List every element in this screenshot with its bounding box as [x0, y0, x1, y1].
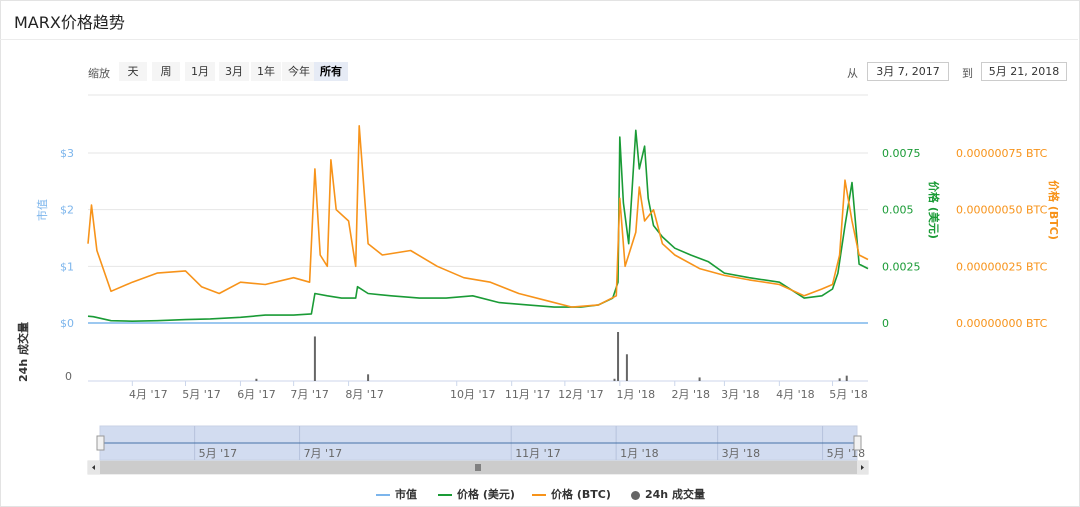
legend-label-market-cap: 市值	[395, 488, 417, 501]
y-tick-label-price-btc: 0.00000050 BTC	[956, 204, 1048, 217]
volume-bar	[838, 378, 841, 381]
volume-bar	[313, 336, 316, 381]
scrollbar-left-arrow-icon	[92, 465, 95, 470]
scrollbar-grip-icon	[475, 464, 481, 471]
y-axis-title-price-btc: 价格 (BTC)	[1047, 180, 1061, 240]
zoom-label: 缩放	[88, 67, 110, 80]
navigator-tick-label: 1月 '18	[620, 447, 659, 460]
range-to-label: 到	[962, 67, 973, 80]
volume-bar	[617, 332, 620, 381]
legend-item-price-btc[interactable]: 价格 (BTC)	[532, 486, 611, 502]
y-tick-label-price-btc: 0.00000075 BTC	[956, 147, 1048, 160]
volume-bar	[698, 377, 701, 381]
y-tick-label-price-usd: 0	[882, 317, 889, 330]
range-from-label: 从	[847, 67, 858, 80]
zoom-button-1month[interactable]: 1月	[185, 62, 215, 81]
y-tick-label-market-cap: $3	[60, 147, 74, 160]
price-btc-line	[87, 125, 869, 308]
legend-label-volume: 24h 成交量	[645, 488, 705, 501]
volume-bar	[613, 378, 616, 381]
y-tick-label-market-cap: $1	[60, 260, 74, 273]
y-tick-label-price-usd: 0.005	[882, 204, 914, 217]
market-cap-legend-symbol	[376, 494, 390, 496]
x-tick-label: 7月 '17	[290, 388, 329, 401]
y-tick-label-price-btc: 0.00000000 BTC	[956, 317, 1048, 330]
legend-item-market-cap[interactable]: 市值	[376, 486, 417, 502]
navigator-handle-left[interactable]	[96, 435, 105, 451]
legend-item-volume[interactable]: 24h 成交量	[631, 486, 705, 502]
y-axis-title-volume: 24h 成交量	[16, 322, 30, 382]
navigator-tick-label: 3月 '18	[722, 447, 761, 460]
x-tick-label: 11月 '17	[505, 388, 551, 401]
price-usd-line	[87, 129, 869, 323]
y-tick-label-market-cap: $2	[60, 204, 74, 217]
volume-legend-symbol	[631, 490, 640, 500]
x-tick-label: 3月 '18	[721, 388, 760, 401]
page-title: MARX价格趋势	[14, 13, 125, 32]
price-usd-legend-symbol	[438, 494, 452, 496]
y-axis-title-price-usd: 价格 (美元)	[927, 181, 941, 239]
price-btc-legend-symbol	[532, 494, 546, 496]
zoom-button-week[interactable]: 周	[152, 62, 180, 81]
zoom-button-day[interactable]: 天	[119, 62, 147, 81]
zoom-button-ytd[interactable]: 今年	[282, 62, 316, 81]
y-tick-label-price-btc: 0.00000025 BTC	[956, 260, 1048, 273]
navigator-tick-label: 11月 '17	[515, 447, 561, 460]
volume-bar	[845, 375, 848, 381]
navigator-tick-label: 5月 '17	[199, 447, 238, 460]
volume-bar	[255, 378, 258, 381]
x-tick-label: 5月 '17	[182, 388, 221, 401]
x-tick-label: 6月 '17	[237, 388, 276, 401]
legend-item-price-usd[interactable]: 价格 (美元)	[438, 486, 515, 502]
x-tick-label: 10月 '17	[450, 388, 496, 401]
x-tick-label: 8月 '17	[345, 388, 384, 401]
x-tick-label: 4月 '17	[129, 388, 168, 401]
x-tick-label: 4月 '18	[776, 388, 815, 401]
y-tick-label-price-usd: 0.0075	[882, 147, 921, 160]
legend-label-price-usd: 价格 (美元)	[457, 488, 515, 501]
scrollbar-right-arrow-icon	[861, 465, 864, 470]
y-tick-label-market-cap: $0	[60, 317, 74, 330]
y-tick-label-price-usd: 0.0025	[882, 260, 921, 273]
navigator-tick-label: 7月 '17	[304, 447, 343, 460]
zoom-button-1year[interactable]: 1年	[251, 62, 281, 81]
title-divider	[0, 39, 1078, 40]
x-tick-label: 2月 '18	[672, 388, 711, 401]
x-tick-label: 5月 '18	[829, 388, 868, 401]
zoom-button-3month[interactable]: 3月	[219, 62, 249, 81]
legend-label-price-btc: 价格 (BTC)	[551, 488, 611, 501]
x-tick-label: 12月 '17	[558, 388, 604, 401]
x-tick-label: 1月 '18	[617, 388, 656, 401]
volume-bar	[625, 354, 628, 381]
zoom-button-all[interactable]: 所有	[314, 62, 348, 81]
navigator-handle-right[interactable]	[853, 435, 862, 451]
range-from-input[interactable]	[867, 62, 949, 81]
y-tick-label-volume: 0	[65, 370, 72, 383]
range-to-input[interactable]	[981, 62, 1067, 81]
y-axis-title-market-cap: 市值	[35, 199, 49, 221]
volume-bar	[367, 374, 370, 381]
